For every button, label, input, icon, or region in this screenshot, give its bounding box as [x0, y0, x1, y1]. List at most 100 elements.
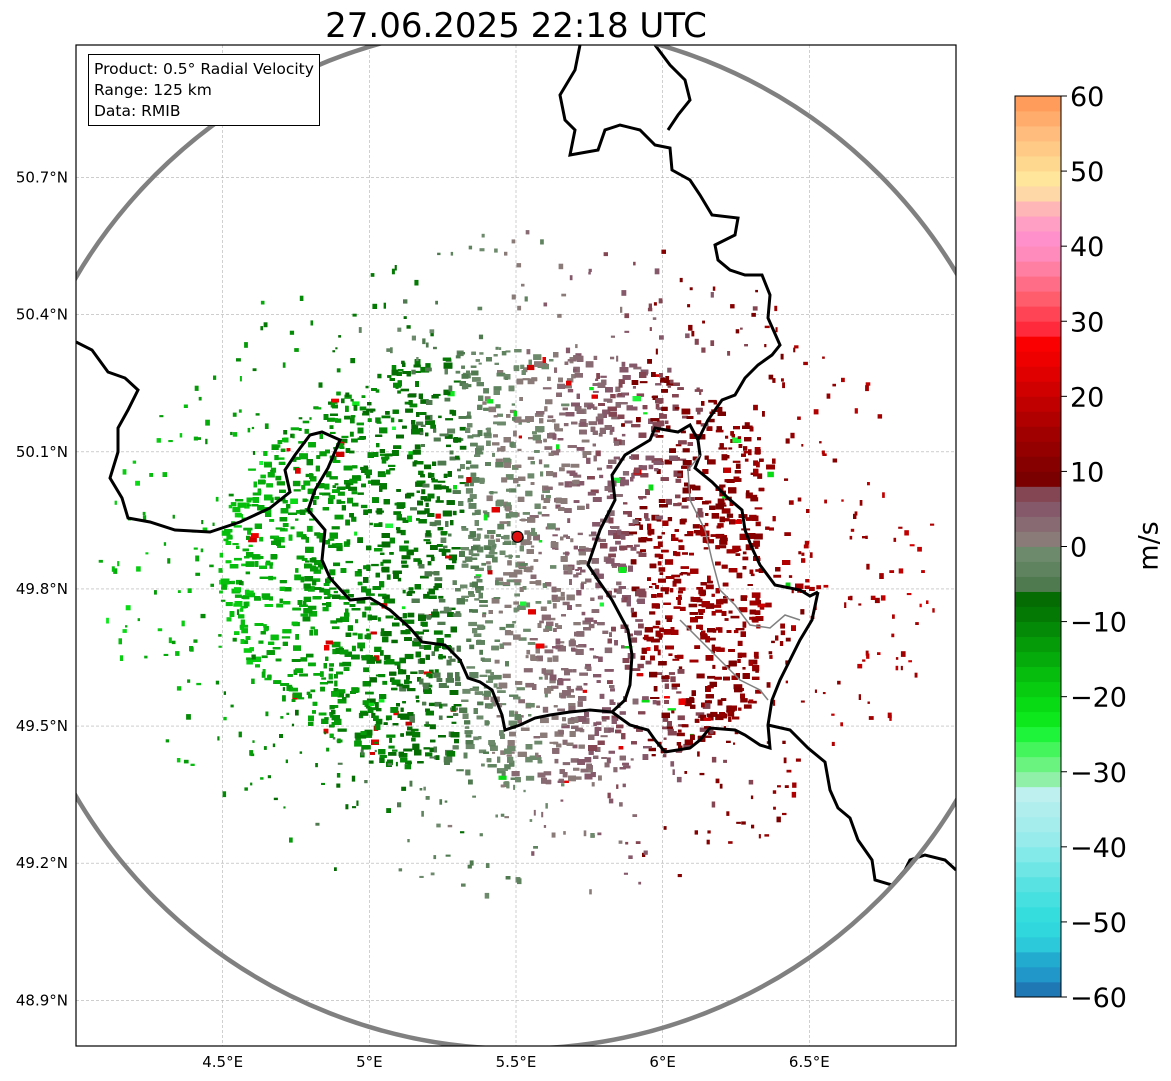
echo-cell	[535, 426, 540, 432]
echo-cell	[711, 611, 716, 616]
echo-cell	[308, 610, 318, 617]
echo-cell	[410, 728, 419, 732]
echo-cell	[657, 535, 662, 539]
echo-cell	[359, 648, 363, 652]
echo-cell	[600, 735, 608, 738]
echo-cell	[333, 562, 341, 567]
echo-cell	[489, 548, 495, 554]
echo-cell	[429, 724, 436, 730]
echo-cell	[514, 580, 521, 586]
echo-cell	[551, 594, 558, 601]
echo-cell	[574, 373, 583, 378]
echo-cell	[434, 669, 439, 674]
echo-cell	[631, 611, 637, 618]
echo-cell	[492, 452, 495, 457]
echo-cell	[636, 393, 645, 397]
echo-cell	[600, 375, 607, 378]
echo-cell	[495, 458, 503, 464]
echo-cell	[459, 445, 467, 450]
echo-cell	[459, 426, 466, 431]
echo-cell	[555, 623, 559, 628]
echo-cell	[657, 649, 661, 656]
echo-cell	[491, 597, 500, 604]
echo-cell	[659, 572, 664, 575]
echo-cell	[302, 420, 310, 424]
echo-cell	[577, 701, 583, 707]
map-area[interactable]	[5, 25, 1029, 1049]
echo-cell	[261, 593, 271, 599]
echo-cell	[573, 622, 581, 626]
echo-cell	[221, 530, 231, 536]
echo-cell	[481, 562, 487, 566]
echo-cell	[380, 650, 384, 656]
echo-cell	[328, 673, 333, 680]
echo-cell	[262, 669, 266, 673]
echo-cell	[698, 589, 706, 595]
echo-cell	[523, 602, 531, 608]
echo-cell	[526, 649, 531, 655]
echo-cell	[261, 655, 268, 659]
echo-cell	[536, 655, 543, 662]
echo-cell	[574, 776, 582, 780]
echo-cell	[425, 502, 429, 507]
echo-cell	[733, 684, 743, 690]
echo-cell	[419, 429, 424, 436]
echo-cell	[377, 373, 382, 379]
echo-cell	[677, 729, 682, 733]
echo-cell	[417, 560, 423, 566]
echo-cell	[715, 609, 723, 613]
echo-cell	[593, 722, 597, 727]
echo-cell	[379, 473, 386, 477]
echo-cell	[407, 714, 415, 720]
echo-cell	[704, 700, 710, 704]
echo-cell	[438, 715, 443, 720]
echo-cell	[672, 658, 680, 661]
echo-cell	[515, 512, 520, 517]
echo-cell	[719, 598, 728, 604]
echo-cell	[673, 606, 681, 609]
echo-cell	[381, 459, 387, 464]
echo-cell	[380, 561, 384, 566]
echo-cell	[615, 386, 621, 393]
echo-cell	[719, 539, 728, 545]
echo-cell	[638, 537, 647, 543]
echo-cell	[281, 636, 291, 639]
echo-cell	[435, 513, 441, 519]
echo-cell	[540, 471, 544, 477]
echo-cell	[420, 424, 426, 427]
echo-cell	[630, 546, 637, 551]
echo-cell	[409, 451, 418, 455]
echo-cell	[466, 466, 470, 470]
echo-cell	[658, 499, 666, 503]
echo-cell	[664, 590, 669, 595]
echo-cell	[653, 458, 663, 463]
echo-cell	[716, 426, 722, 431]
echo-cell	[478, 362, 482, 365]
echo-cell	[354, 740, 362, 747]
echo-cell	[486, 495, 493, 502]
echo-cell	[379, 757, 385, 763]
echo-cell	[547, 600, 552, 604]
echo-cell	[386, 574, 391, 580]
echo-cell	[592, 390, 599, 393]
echo-cell	[497, 703, 503, 708]
echo-cell	[730, 615, 740, 619]
echo-cell	[705, 603, 715, 609]
echo-cell	[724, 618, 729, 621]
echo-cell	[754, 507, 763, 510]
echo-cell	[737, 658, 741, 663]
echo-cell	[619, 711, 626, 715]
echo-cell	[588, 623, 595, 629]
echo-cell	[436, 496, 440, 502]
echo-cell	[664, 559, 674, 565]
echo-cell	[513, 601, 519, 605]
echo-cell	[314, 560, 322, 566]
echo-cell	[468, 621, 477, 627]
echo-cell	[722, 518, 730, 522]
echo-cell	[631, 454, 639, 460]
echo-cell	[400, 529, 406, 536]
echo-cell	[331, 626, 340, 630]
echo-cell	[773, 574, 782, 578]
echo-cell	[598, 433, 603, 437]
echo-cell	[527, 473, 535, 479]
